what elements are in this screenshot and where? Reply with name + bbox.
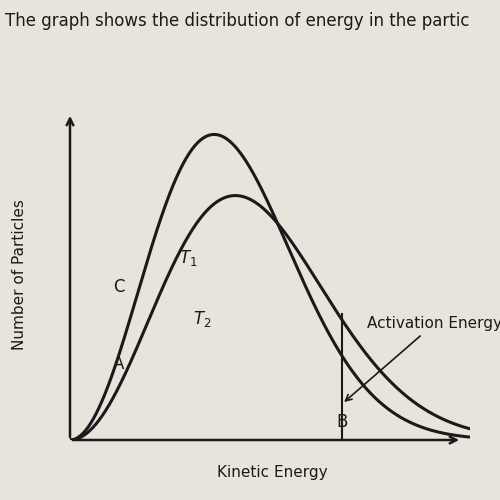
Text: Kinetic Energy: Kinetic Energy	[217, 465, 328, 480]
Text: $T_2$: $T_2$	[193, 308, 212, 328]
Text: A: A	[113, 354, 124, 372]
Text: B: B	[336, 413, 347, 431]
Text: Activation Energy: Activation Energy	[346, 316, 500, 401]
Text: C: C	[113, 278, 124, 296]
Text: The graph shows the distribution of energy in the partic: The graph shows the distribution of ener…	[5, 12, 469, 30]
Text: Number of Particles: Number of Particles	[12, 200, 28, 350]
Text: $T_1$: $T_1$	[179, 248, 198, 268]
